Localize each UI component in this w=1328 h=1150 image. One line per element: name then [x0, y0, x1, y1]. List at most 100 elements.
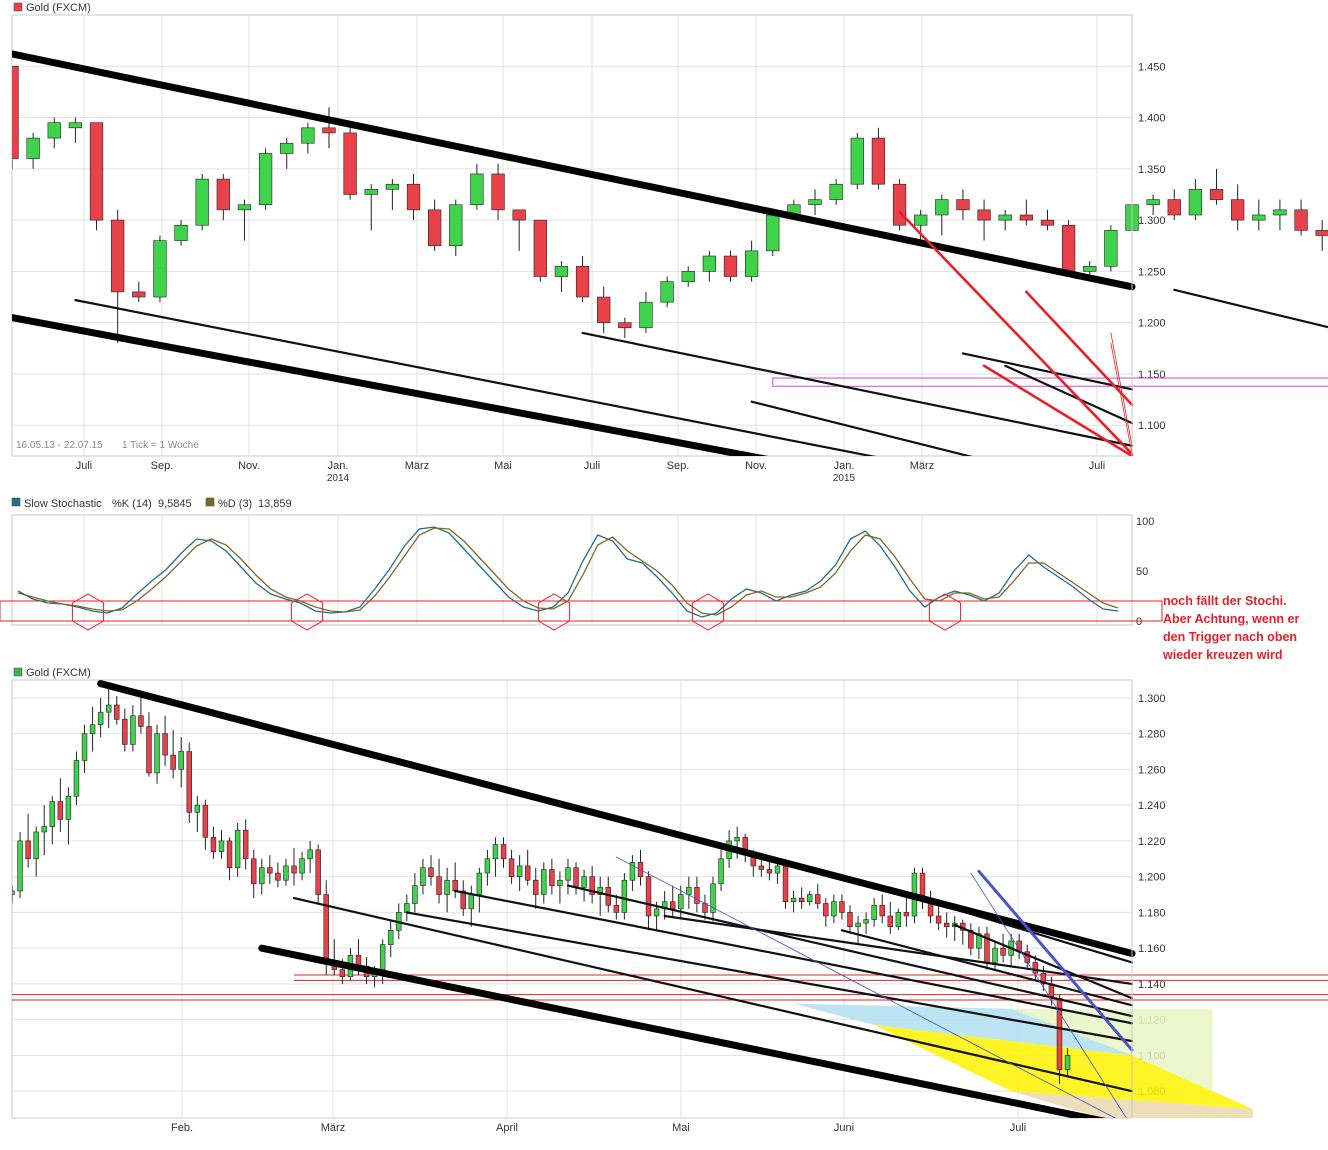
candle-up: [259, 867, 265, 885]
red-trendline: [982, 364, 1134, 456]
x-tick-label: Juli: [1010, 1122, 1027, 1134]
candle-up: [364, 189, 378, 195]
candle-up: [178, 751, 184, 770]
candle-down: [871, 137, 886, 185]
y-tick-label: 1.300: [1138, 693, 1166, 705]
candle-down: [275, 872, 281, 881]
candle-down: [339, 969, 346, 978]
candle-down: [968, 929, 974, 949]
x-tick-label: März: [910, 460, 934, 472]
x-tick-label: März: [405, 460, 429, 472]
candle-up: [718, 858, 724, 885]
chart-legend-swatch: [13, 667, 23, 677]
trendline: [566, 884, 1134, 1018]
trendline: [750, 400, 973, 456]
candle-down: [267, 867, 273, 874]
candle-up: [774, 865, 781, 874]
candle-down: [815, 894, 821, 904]
candle-up: [154, 733, 160, 774]
candle-down: [839, 901, 845, 913]
candle-up: [420, 867, 426, 886]
x-tick-label: Sep.: [151, 460, 174, 472]
candle-down: [782, 865, 789, 902]
y-tick-label: 1.240: [1138, 800, 1166, 812]
candle-down: [694, 887, 700, 904]
x-tick-label: Sep.: [667, 460, 690, 472]
candle-up: [1273, 209, 1287, 216]
stoch-k-swatch: [11, 497, 21, 507]
trendline: [74, 299, 877, 456]
candle-up: [379, 944, 386, 970]
candle-down: [210, 837, 217, 852]
x-tick-label: Mai: [672, 1122, 690, 1134]
candle-down: [1209, 189, 1224, 200]
trendline: [454, 889, 1134, 1025]
stoch-d-name: %D (3): [218, 498, 252, 510]
x-tick-label: Nov.: [238, 460, 260, 472]
candle-up: [33, 831, 39, 860]
candle-up: [629, 862, 636, 881]
candle-up: [621, 879, 628, 913]
stoch-k-name: %K (14): [112, 498, 152, 510]
candle-up: [130, 715, 136, 745]
candle-up: [449, 204, 463, 247]
candle-up: [871, 904, 877, 920]
channel-line: [12, 50, 1136, 291]
candle-down: [186, 751, 192, 813]
x-tick-label: Juli: [76, 460, 93, 472]
candle-down: [460, 890, 466, 910]
candle-down: [322, 127, 336, 134]
candle-down: [452, 879, 458, 892]
annotation-line-1: noch fällt der Stochi.: [1163, 594, 1287, 608]
x-tick-label: Mai: [494, 460, 512, 472]
candle-down: [428, 209, 442, 247]
candle-down: [670, 901, 676, 910]
crossing-marker: [71, 593, 105, 631]
candle-down: [597, 296, 611, 323]
trendline: [581, 331, 1134, 447]
candle-up: [237, 204, 252, 211]
y-tick-label: 1.100: [1138, 420, 1166, 432]
candle-down: [89, 122, 104, 221]
chart-legend: Gold (FXCM): [26, 2, 91, 14]
candle-up: [581, 876, 587, 888]
candle-up: [1252, 214, 1266, 221]
candle-up: [258, 153, 273, 206]
stoch-title: Slow Stochastic: [24, 498, 102, 510]
candle-up: [194, 804, 201, 813]
y-tick-label: 1.220: [1138, 836, 1166, 848]
candle-up: [557, 879, 563, 886]
stoch-k-value: 9,5845: [158, 498, 192, 510]
stoch-panel-frame: [11, 514, 1133, 626]
candle-up: [73, 760, 80, 797]
candle-up: [653, 908, 660, 917]
candle-down: [524, 865, 531, 881]
candle-down: [549, 869, 555, 886]
x-tick-label: April: [496, 1122, 518, 1134]
y-tick-label: 100: [1136, 516, 1154, 528]
candle-up: [678, 894, 684, 910]
chart-legend-swatch: [13, 2, 23, 12]
candle-up: [516, 865, 523, 877]
candle-down: [428, 867, 434, 877]
candle-up: [105, 704, 112, 713]
candle-up: [935, 199, 949, 216]
candle-up: [218, 840, 225, 852]
candle-down: [723, 255, 738, 277]
candle-down: [879, 904, 885, 917]
candle-up: [766, 214, 780, 252]
trendline: [292, 897, 1134, 1093]
stochastic-annotation: noch fällt der Stochi. Aber Achtung, wen…: [1163, 592, 1328, 664]
x-tick-label: März: [321, 1122, 345, 1134]
y-tick-label: 1.200: [1138, 872, 1166, 884]
candle-up: [81, 733, 88, 761]
candle-up: [829, 183, 843, 200]
candle-up: [850, 137, 864, 185]
candle-down: [887, 915, 893, 928]
candle-down: [242, 829, 249, 860]
stochastic-panel: 100 50 0 Slow Stochastic %K (14) 9,5845 %D (3)…: [0, 497, 1163, 631]
candle-up: [47, 122, 61, 139]
y-tick-label: 1.350: [1138, 164, 1166, 176]
candle-up: [12, 890, 15, 895]
candle-up: [283, 865, 289, 881]
